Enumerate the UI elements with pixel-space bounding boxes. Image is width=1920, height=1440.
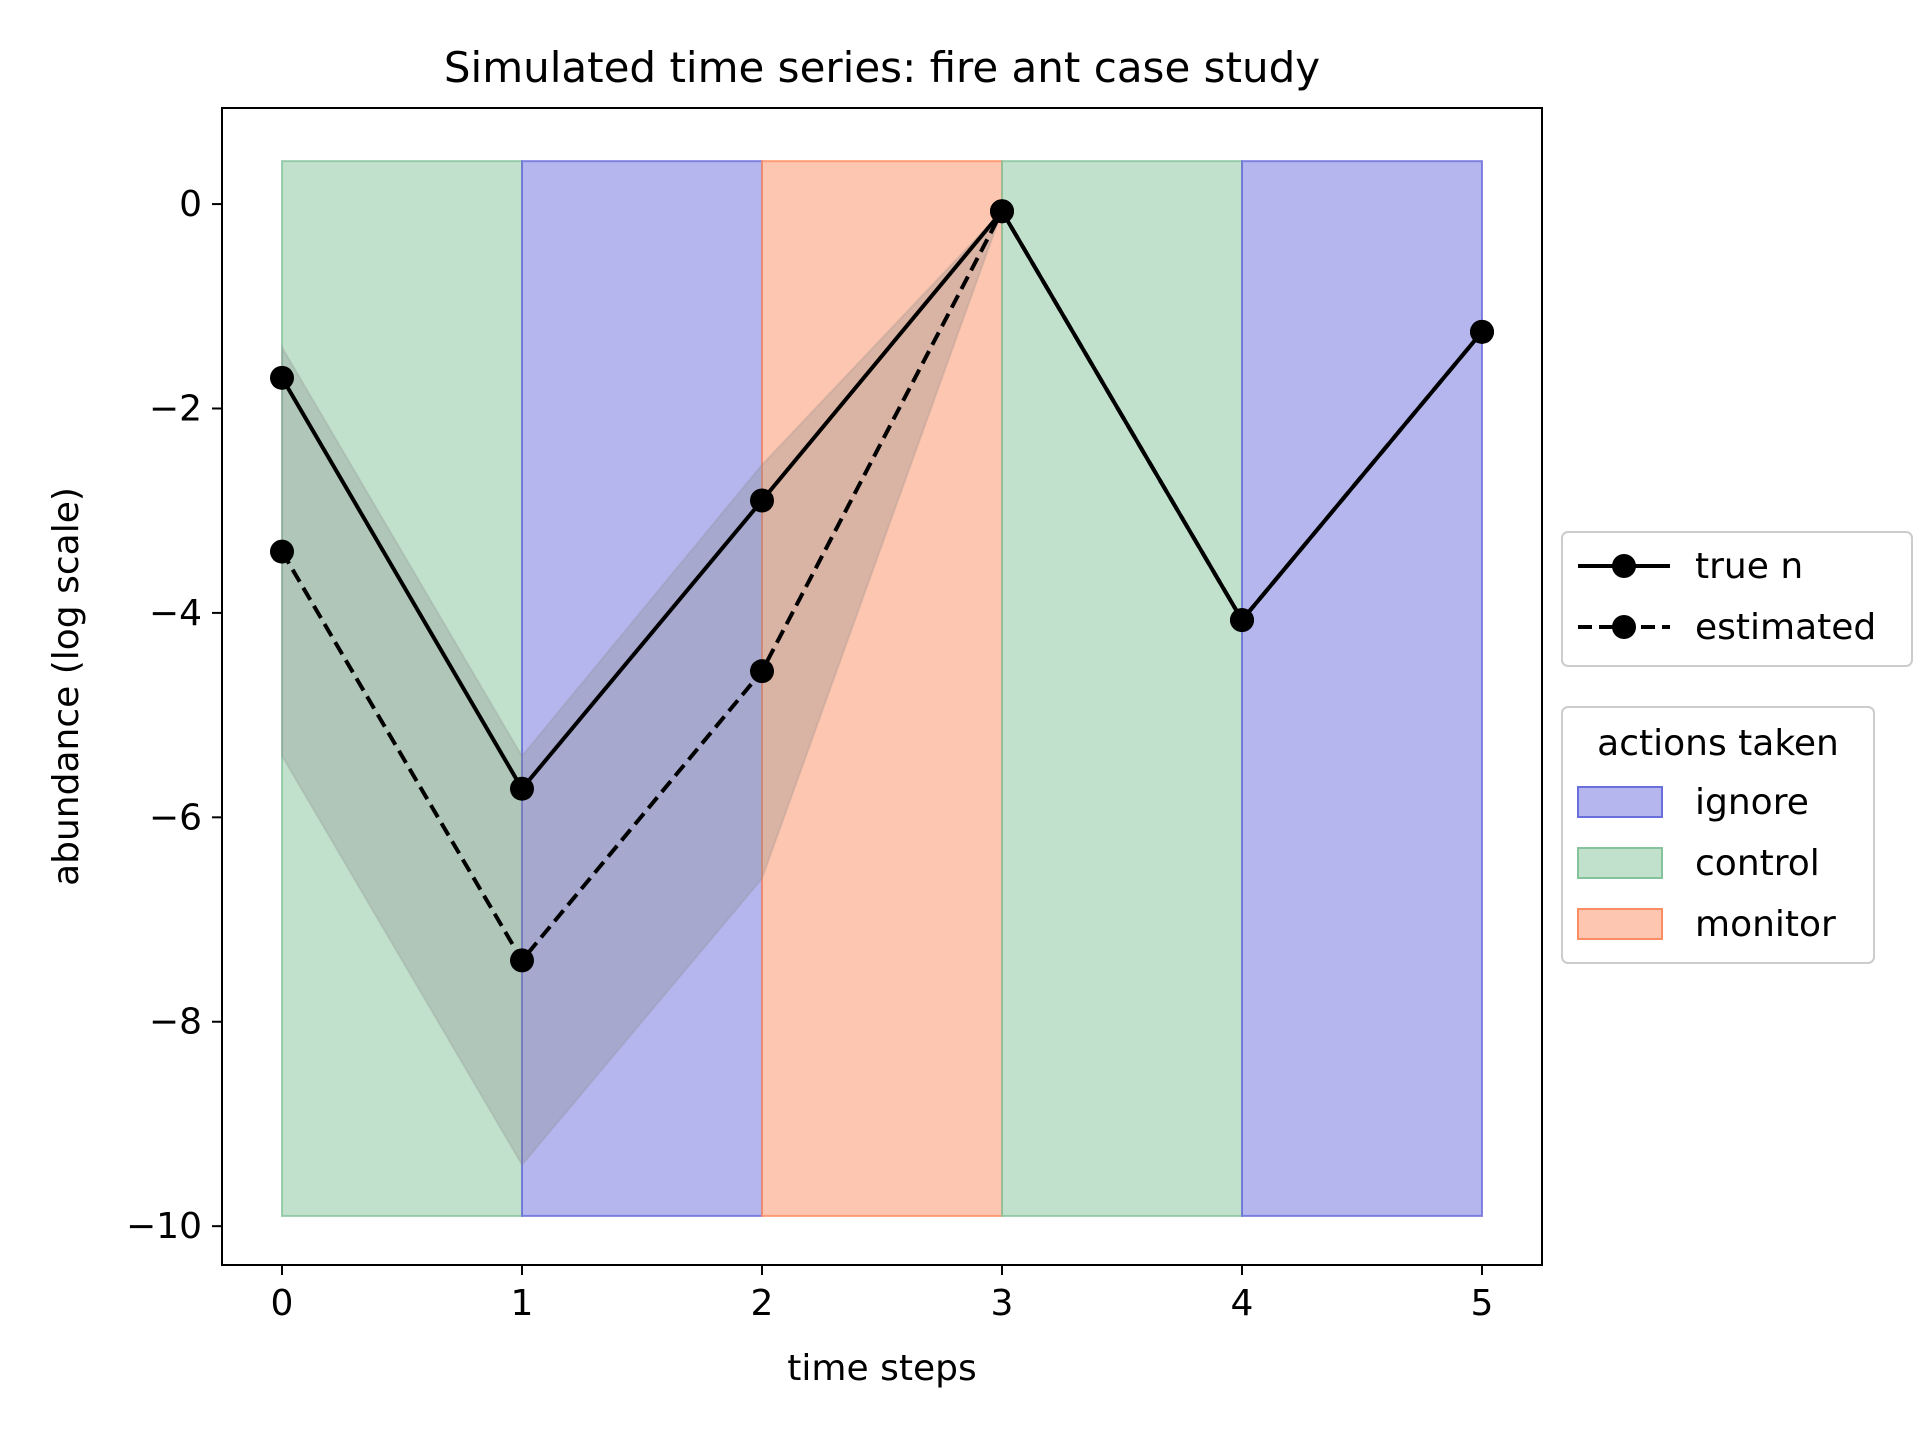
- legend-label-true-n: true n: [1695, 546, 1803, 587]
- series-points: [270, 199, 1494, 973]
- action-span-ignore: [522, 161, 762, 1216]
- x-tick-label: 1: [511, 1283, 534, 1324]
- legend-label-monitor: monitor: [1695, 904, 1836, 945]
- y-tick-label: −4: [149, 593, 202, 634]
- y-tick-label: −8: [149, 1002, 202, 1043]
- x-tick-label: 2: [751, 1283, 774, 1324]
- data-point-estimated: [1230, 608, 1254, 633]
- data-point-true-n: [270, 365, 294, 390]
- y-tick-label: −6: [149, 797, 202, 838]
- data-point-estimated: [750, 659, 774, 684]
- legend-label-estimated: estimated: [1695, 607, 1876, 648]
- legend-swatch-control: [1577, 847, 1663, 879]
- action-span-monitor: [762, 161, 1002, 1216]
- action-span-control: [1002, 161, 1242, 1216]
- series-legend: true n estimated: [1561, 531, 1913, 667]
- legend-swatch-monitor: [1577, 908, 1663, 940]
- x-tick-label: 4: [1231, 1283, 1254, 1324]
- data-point-estimated: [1470, 319, 1494, 344]
- actions-legend-box: [1561, 706, 1875, 964]
- data-point-estimated: [990, 199, 1014, 224]
- action-span-ignore: [1242, 161, 1482, 1216]
- data-point-estimated: [510, 948, 534, 973]
- y-axis-label: abundance (log scale): [46, 487, 87, 886]
- legend-swatch-ignore: [1577, 786, 1663, 818]
- x-axis-label: time steps: [787, 1348, 976, 1389]
- legend-marker: [1612, 554, 1636, 578]
- x-tick-label: 3: [991, 1283, 1014, 1324]
- x-ticks: 0 1 2 3 4 5: [271, 1265, 1494, 1324]
- x-tick-label: 5: [1471, 1283, 1494, 1324]
- action-span-control: [282, 161, 522, 1216]
- actions-legend: actions taken ignore control monitor: [1561, 706, 1875, 964]
- y-tick-label: −2: [149, 388, 202, 429]
- data-point-true-n: [750, 488, 774, 513]
- legend-label-control: control: [1695, 843, 1820, 884]
- x-tick-label: 0: [271, 1283, 294, 1324]
- series-lines: [280, 209, 1484, 963]
- chart-title: Simulated time series: fire ant case stu…: [444, 43, 1320, 92]
- action-spans: [281, 160, 1483, 1217]
- legend-label-ignore: ignore: [1695, 782, 1809, 823]
- y-tick-label: −10: [126, 1206, 202, 1247]
- legend-marker: [1612, 615, 1636, 639]
- data-point-true-n: [510, 776, 534, 801]
- y-ticks: 0 −2 −4 −6 −8 −10: [126, 184, 222, 1247]
- action-span-edge: [1241, 160, 1483, 1217]
- series-line-true-n: [280, 209, 1484, 791]
- actions-legend-title: actions taken: [1597, 723, 1839, 764]
- plot-frame: [221, 107, 1543, 1266]
- y-tick-label: 0: [179, 184, 202, 225]
- data-point-estimated: [270, 539, 294, 564]
